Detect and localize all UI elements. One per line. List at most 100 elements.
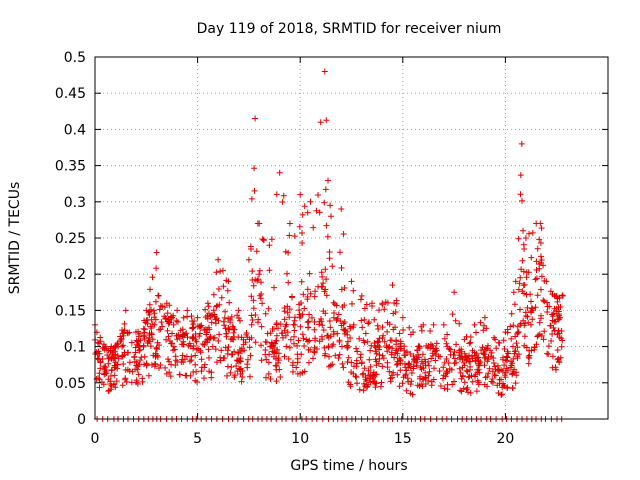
data-point bbox=[196, 333, 203, 340]
data-point bbox=[240, 341, 247, 348]
data-point bbox=[384, 364, 391, 371]
data-point bbox=[234, 312, 241, 319]
data-point bbox=[491, 372, 498, 378]
data-point bbox=[317, 119, 324, 126]
data-point bbox=[319, 336, 326, 343]
data-point bbox=[321, 344, 328, 351]
data-point bbox=[255, 276, 261, 283]
data-point bbox=[249, 277, 256, 283]
data-point bbox=[161, 304, 168, 311]
data-point bbox=[387, 337, 394, 344]
data-point bbox=[325, 334, 332, 341]
data-point bbox=[299, 331, 306, 338]
data-point bbox=[121, 320, 128, 327]
data-point bbox=[379, 300, 386, 307]
data-point bbox=[126, 359, 133, 366]
data-point bbox=[446, 365, 453, 372]
data-point bbox=[184, 307, 191, 314]
data-point bbox=[306, 337, 313, 344]
data-point bbox=[488, 349, 495, 356]
data-point bbox=[541, 298, 548, 305]
data-point bbox=[517, 274, 524, 281]
data-point bbox=[358, 317, 365, 324]
data-point bbox=[316, 318, 323, 325]
data-point bbox=[263, 374, 269, 381]
data-point bbox=[258, 323, 265, 330]
data-point bbox=[250, 297, 257, 304]
data-point bbox=[122, 376, 129, 383]
plot-frame bbox=[94, 56, 609, 420]
data-point bbox=[247, 373, 253, 380]
data-point bbox=[369, 300, 375, 307]
data-point bbox=[349, 300, 355, 307]
data-point bbox=[396, 383, 403, 390]
data-point bbox=[555, 308, 562, 315]
data-point bbox=[273, 366, 280, 373]
data-point bbox=[403, 349, 410, 356]
data-point bbox=[390, 369, 397, 376]
data-point bbox=[329, 263, 336, 270]
data-point bbox=[182, 372, 189, 379]
data-point bbox=[310, 355, 316, 362]
data-point bbox=[325, 177, 331, 184]
data-point bbox=[329, 361, 336, 368]
data-point bbox=[557, 314, 564, 321]
y-tick-label: 0.15 bbox=[55, 303, 86, 319]
data-point bbox=[341, 285, 348, 291]
data-point bbox=[312, 335, 319, 342]
data-point bbox=[284, 309, 291, 316]
data-point bbox=[105, 388, 112, 395]
data-point bbox=[218, 294, 225, 301]
data-point bbox=[147, 286, 153, 293]
data-point bbox=[100, 381, 107, 388]
data-point bbox=[339, 360, 346, 367]
data-point bbox=[372, 384, 379, 391]
data-point bbox=[305, 346, 312, 353]
data-point bbox=[119, 382, 126, 389]
data-point bbox=[327, 324, 334, 331]
data-point bbox=[97, 359, 104, 366]
data-point bbox=[485, 370, 492, 377]
data-point bbox=[459, 364, 466, 371]
data-point bbox=[481, 314, 488, 321]
data-point bbox=[435, 353, 442, 360]
data-point bbox=[326, 353, 332, 360]
data-point bbox=[151, 321, 158, 328]
data-point bbox=[547, 288, 554, 295]
y-tick-label: 0 bbox=[77, 412, 86, 428]
data-point bbox=[183, 330, 190, 337]
data-point bbox=[472, 352, 479, 359]
data-point bbox=[193, 338, 200, 345]
data-point bbox=[376, 307, 382, 314]
data-point bbox=[394, 350, 401, 357]
data-point bbox=[148, 316, 155, 323]
data-point bbox=[321, 199, 328, 206]
data-point bbox=[283, 343, 290, 350]
data-point bbox=[286, 220, 293, 227]
data-point bbox=[538, 332, 545, 339]
data-point bbox=[304, 209, 311, 216]
data-point bbox=[558, 343, 565, 350]
data-point bbox=[458, 346, 465, 353]
data-point bbox=[323, 292, 330, 299]
data-point bbox=[517, 306, 523, 313]
data-point bbox=[122, 307, 129, 314]
data-point bbox=[198, 322, 205, 329]
data-point bbox=[267, 343, 274, 350]
data-point bbox=[353, 363, 360, 370]
data-point bbox=[295, 337, 302, 344]
data-point bbox=[533, 267, 540, 273]
data-point bbox=[220, 267, 226, 274]
data-point bbox=[157, 326, 164, 333]
data-point bbox=[461, 350, 468, 357]
data-point bbox=[162, 364, 169, 371]
data-point bbox=[513, 340, 520, 347]
data-point bbox=[523, 274, 530, 281]
data-point bbox=[519, 257, 526, 264]
data-point bbox=[170, 321, 177, 328]
data-point bbox=[520, 268, 527, 275]
data-point bbox=[392, 324, 399, 331]
data-point bbox=[490, 360, 497, 366]
data-point bbox=[146, 308, 153, 315]
x-tick-label: 10 bbox=[291, 431, 309, 447]
